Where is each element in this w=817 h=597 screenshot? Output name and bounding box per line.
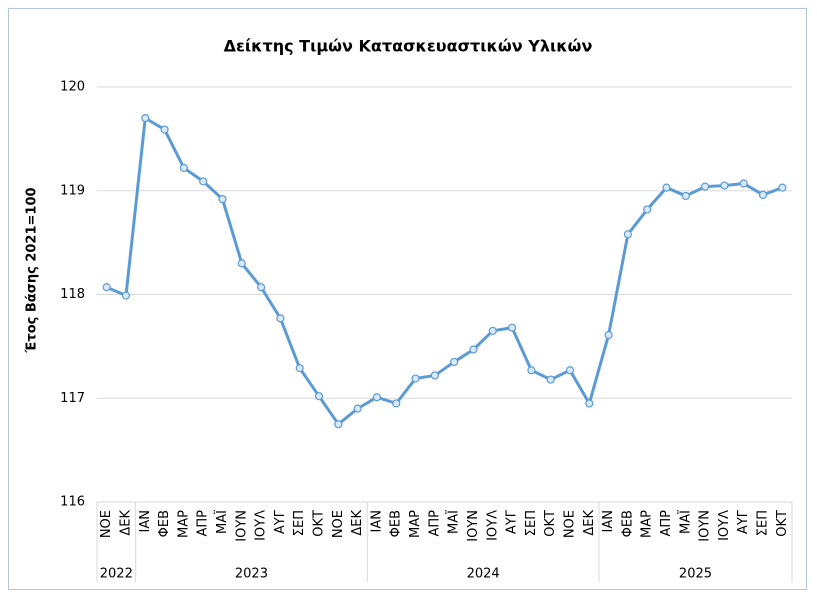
data-point xyxy=(411,374,420,383)
x-tick-label: ΦΕΒ xyxy=(389,510,404,537)
x-tick-label: ΣΕΠ xyxy=(524,510,539,536)
data-point xyxy=(430,371,439,380)
x-tick-label: ΑΥΓ xyxy=(505,509,520,534)
data-point xyxy=(141,114,150,123)
x-tick-label: ΑΠΡ xyxy=(427,510,442,537)
data-point xyxy=(681,191,690,201)
data-point xyxy=(701,182,710,191)
x-tick-label: ΝΟΕ xyxy=(562,510,577,538)
x-group-label: 2024 xyxy=(467,567,500,582)
data-point xyxy=(392,399,401,408)
data-point xyxy=(623,230,633,239)
x-tick-label: ΜΑΡ xyxy=(176,510,191,538)
x-tick-label: ΝΟΕ xyxy=(99,510,114,538)
x-tick-label: ΜΑΪ xyxy=(446,510,462,534)
y-tick-label: 116 xyxy=(60,495,85,510)
x-group-label: 2025 xyxy=(679,567,712,582)
x-tick-label: ΝΟΕ xyxy=(331,510,346,538)
data-point xyxy=(488,326,497,335)
data-point xyxy=(102,283,111,292)
x-tick-label: ΦΕΒ xyxy=(157,510,172,537)
x-tick-label: ΜΑΪ xyxy=(677,510,693,534)
y-tick-label: 118 xyxy=(60,287,85,302)
data-point xyxy=(604,330,613,340)
data-point xyxy=(160,125,169,134)
x-tick-label: ΑΥΓ xyxy=(736,509,751,534)
chart-border xyxy=(8,8,807,590)
y-tick-label: 120 xyxy=(60,80,85,95)
data-point xyxy=(276,314,285,323)
x-tick-label: ΜΑΡ xyxy=(408,510,423,538)
x-tick-label: ΑΥΓ xyxy=(273,509,288,534)
data-point xyxy=(662,183,671,192)
data-point xyxy=(469,345,478,354)
y-tick-label: 117 xyxy=(60,391,85,406)
x-tick-label: ΙΑΝ xyxy=(138,510,153,532)
data-point xyxy=(121,291,131,300)
data-point xyxy=(314,392,324,401)
x-tick-label: ΙΑΝ xyxy=(369,510,384,532)
x-tick-label: ΙΟΥΝ xyxy=(466,510,481,542)
data-point xyxy=(720,181,729,190)
data-point xyxy=(179,163,188,173)
x-tick-label: ΟΚΤ xyxy=(543,510,558,537)
data-point xyxy=(237,259,246,268)
x-group-label: 2023 xyxy=(235,567,268,582)
data-point xyxy=(643,205,652,214)
x-tick-label: ΟΚΤ xyxy=(775,510,790,537)
y-axis-label: Έτος Βάσης 2021=100 xyxy=(25,187,40,353)
x-tick-label: ΔΕΚ xyxy=(350,510,365,536)
data-point xyxy=(372,393,382,402)
y-tick-label: 119 xyxy=(60,183,85,198)
x-tick-label: ΙΑΝ xyxy=(601,510,616,532)
data-point xyxy=(546,375,555,384)
x-tick-label: ΣΕΠ xyxy=(292,510,307,536)
data-point xyxy=(218,194,227,204)
data-point xyxy=(585,399,594,408)
x-tick-label: ΙΟΥΛ xyxy=(717,510,732,541)
x-tick-label: ΜΑΪ xyxy=(214,510,230,534)
data-point xyxy=(527,366,536,375)
x-tick-label: ΜΑΡ xyxy=(640,510,655,538)
data-point xyxy=(778,183,787,192)
chart-title: Δείκτης Τιμών Κατασκευαστικών Υλικών xyxy=(224,37,593,56)
x-tick-label: ΙΟΥΛ xyxy=(485,510,500,541)
data-point xyxy=(256,283,266,292)
x-group-label: 2022 xyxy=(100,567,133,582)
data-point xyxy=(507,323,517,332)
x-tick-label: ΦΕΒ xyxy=(620,510,635,537)
x-tick-label: ΟΚΤ xyxy=(312,510,327,537)
data-point xyxy=(334,420,343,429)
x-tick-label: ΔΕΚ xyxy=(118,510,133,536)
data-point xyxy=(353,404,362,413)
x-tick-label: ΑΠΡ xyxy=(196,510,211,537)
data-point xyxy=(758,190,768,199)
x-tick-label: ΣΕΠ xyxy=(756,510,771,536)
x-tick-label: ΙΟΥΛ xyxy=(254,510,269,541)
data-point xyxy=(450,357,459,367)
data-point xyxy=(739,179,748,188)
x-tick-label: ΑΠΡ xyxy=(659,510,674,537)
data-point xyxy=(565,366,575,375)
x-tick-label: ΙΟΥΝ xyxy=(698,510,713,542)
data-point xyxy=(199,177,208,186)
x-tick-label: ΔΕΚ xyxy=(582,510,597,536)
x-tick-label: ΙΟΥΝ xyxy=(234,510,249,542)
data-point xyxy=(295,364,304,373)
